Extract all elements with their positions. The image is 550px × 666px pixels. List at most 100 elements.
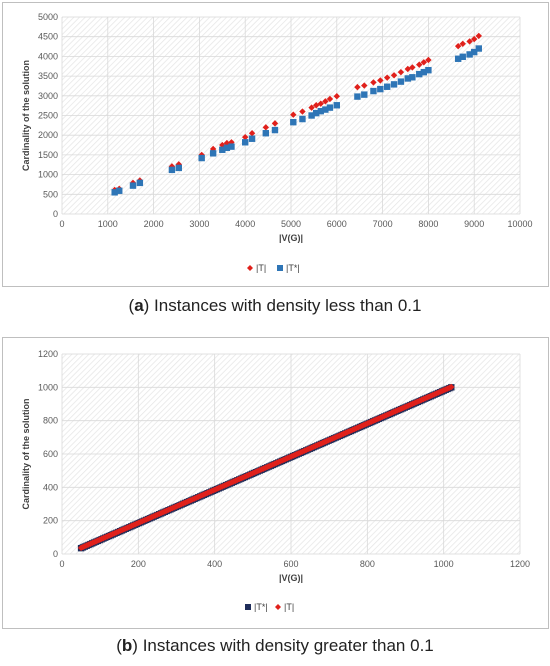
x-tick-label: 2000 <box>144 219 164 229</box>
data-point <box>242 133 249 141</box>
data-point <box>425 56 432 64</box>
caption-a: (a) Instances with density less than 0.1 <box>128 296 422 315</box>
data-point <box>317 100 324 107</box>
data-point <box>416 61 423 68</box>
y-tick-label: 400 <box>43 482 58 492</box>
data-point <box>322 106 329 113</box>
y-tick-label: 1200 <box>38 349 58 359</box>
caption-a-letter: a <box>134 296 144 315</box>
x-axis-title: |V(G)| <box>279 573 303 583</box>
x-tick-label: 5000 <box>281 219 301 229</box>
data-point <box>471 48 478 56</box>
y-tick-label: 3000 <box>38 91 58 101</box>
data-point <box>354 93 361 100</box>
data-point <box>136 179 144 187</box>
data-point <box>326 95 334 103</box>
x-tick-label: 0 <box>59 559 64 569</box>
data-point <box>322 98 329 105</box>
data-point <box>361 82 368 89</box>
x-tick-label: 8000 <box>418 219 438 229</box>
x-tick-label: 1200 <box>510 559 530 569</box>
y-tick-label: 600 <box>43 449 58 459</box>
data-point <box>370 79 377 86</box>
x-tick-label: 4000 <box>235 219 255 229</box>
legend-label: |T*| <box>286 263 300 273</box>
data-point <box>377 77 384 84</box>
legend-marker <box>247 265 253 271</box>
x-tick-label: 6000 <box>327 219 347 229</box>
y-tick-label: 4000 <box>38 51 58 61</box>
y-tick-label: 3500 <box>38 71 58 81</box>
data-point <box>333 102 340 109</box>
data-point <box>111 189 118 196</box>
caption-b-text: Instances with density greater than 0.1 <box>142 636 434 655</box>
data-point <box>312 109 320 117</box>
y-tick-label: 2500 <box>38 111 58 121</box>
y-axis-title: Cardinality of the solution <box>21 60 31 171</box>
x-tick-label: 3000 <box>189 219 209 229</box>
y-tick-label: 500 <box>43 189 58 199</box>
scatter-chart-a: 0 500 1000 1500 2000 2500 3000 3500 4000 4500 5000… <box>21 12 533 273</box>
legend-label: |T*| <box>254 602 268 612</box>
data-point <box>326 104 334 111</box>
data-point <box>290 118 297 126</box>
legend: |T| |T*| <box>247 263 300 273</box>
x-tick-label: 1000 <box>98 219 118 229</box>
data-point <box>383 74 391 81</box>
legend-label: |T| <box>284 602 294 612</box>
data-point <box>420 59 428 66</box>
scatter-chart-b: 0 200 400 600 800 1000 1200 0 200 400 600 800 1000 12… <box>21 349 530 612</box>
x-tick-label: 200 <box>131 559 146 569</box>
y-tick-label: 200 <box>43 516 58 526</box>
data-point <box>475 32 482 40</box>
chart-panel-b: 0 200 400 600 800 1000 1200 0 200 400 600 800 1000 12… <box>0 335 550 630</box>
y-tick-label: 5000 <box>38 12 58 22</box>
data-point <box>409 64 416 71</box>
data-point <box>242 139 249 146</box>
y-tick-label: 1000 <box>38 382 58 392</box>
x-tick-label: 1000 <box>434 559 454 569</box>
data-point <box>228 143 235 150</box>
data-point <box>475 45 482 52</box>
y-tick-label: 1000 <box>38 170 58 180</box>
y-tick-label: 0 <box>53 209 58 219</box>
data-point <box>459 40 466 47</box>
data-point <box>290 111 297 118</box>
series-2 <box>77 383 455 552</box>
data-point <box>129 182 137 189</box>
data-point <box>377 85 384 93</box>
legend: |T*| |T| <box>245 602 294 612</box>
data-point <box>248 130 256 137</box>
data-point <box>299 115 306 123</box>
y-tick-label: 4500 <box>38 32 58 42</box>
data-point <box>404 75 411 82</box>
chart-panel-a: 0 500 1000 1500 2000 2500 3000 3500 4000 4500 5000… <box>0 0 550 290</box>
data-point <box>271 120 279 127</box>
caption-b-letter: b <box>121 636 133 655</box>
data-point <box>454 42 462 50</box>
data-point <box>409 74 416 81</box>
legend-marker <box>245 604 251 610</box>
caption-b: (b) Instances with density greater than … <box>116 636 434 655</box>
data-point <box>198 154 205 162</box>
legend-marker <box>275 604 281 610</box>
legend-marker <box>277 265 283 271</box>
data-point <box>354 83 361 91</box>
y-axis-title: Cardinality of the solution <box>21 398 31 509</box>
data-point <box>383 83 391 90</box>
data-point <box>416 70 423 78</box>
series-2 <box>111 45 482 196</box>
data-point <box>219 146 226 153</box>
data-point <box>390 72 398 79</box>
data-point <box>448 383 455 391</box>
x-tick-label: 400 <box>207 559 222 569</box>
y-tick-label: 1500 <box>38 150 58 160</box>
data-point <box>361 91 368 98</box>
data-point <box>466 38 473 45</box>
data-point <box>317 107 324 115</box>
data-point <box>175 164 182 172</box>
data-point <box>471 35 478 43</box>
y-tick-label: 2000 <box>38 130 58 140</box>
y-tick-label: 800 <box>43 416 58 426</box>
data-point <box>271 126 279 134</box>
